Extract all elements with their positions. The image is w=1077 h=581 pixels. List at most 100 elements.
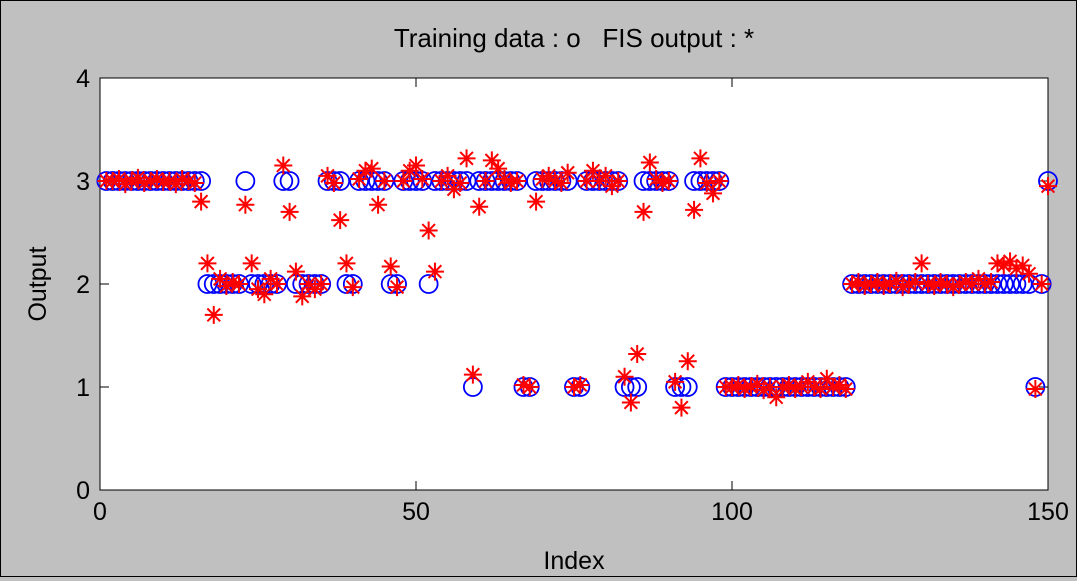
fis-output-point — [451, 174, 470, 193]
fis-output-point — [836, 380, 855, 399]
y-tick-label: 4 — [76, 65, 90, 93]
fis-output-point — [211, 269, 230, 288]
fis-output-point — [280, 202, 299, 221]
fis-output-point — [982, 272, 1001, 291]
fis-output-point — [950, 275, 969, 293]
fis-output-point — [230, 275, 249, 293]
fis-output-point — [331, 211, 350, 230]
fis-output-point — [381, 257, 400, 276]
fis-output-point — [520, 378, 539, 396]
fis-output-point — [767, 388, 786, 407]
fis-output-point — [141, 172, 160, 190]
fis-output-point — [1001, 252, 1020, 271]
fis-output-point — [356, 161, 375, 180]
fis-output-point — [899, 275, 918, 293]
fis-output-point — [204, 305, 223, 324]
fis-output-point — [236, 195, 255, 214]
fis-output-point — [1026, 380, 1045, 399]
fis-output-point — [312, 275, 331, 293]
fis-output-point — [514, 375, 533, 394]
y-tick-label: 2 — [76, 271, 90, 299]
fis-output-point — [489, 159, 508, 178]
fis-output-point — [988, 254, 1007, 273]
fis-output-point — [1007, 259, 1026, 278]
fis-output-point — [407, 156, 425, 175]
fis-output-point — [874, 277, 893, 296]
fis-output-point — [773, 378, 792, 396]
fis-output-point — [609, 172, 628, 190]
y-tick-label: 3 — [76, 168, 90, 196]
fis-output-point — [647, 169, 666, 188]
fis-output-point — [318, 166, 337, 185]
fis-output-point — [678, 352, 697, 371]
fis-output-point — [476, 172, 495, 190]
fis-output-point — [369, 195, 388, 214]
fis-output-point — [893, 278, 912, 297]
training-data-point — [684, 171, 704, 191]
fis-output-point — [691, 149, 710, 168]
fis-output-point — [565, 378, 583, 396]
fis-output-point — [1032, 275, 1051, 293]
fis-output-point — [223, 272, 242, 291]
fis-output-point — [286, 262, 305, 281]
fis-output-point — [937, 275, 956, 293]
fis-output-point — [849, 272, 868, 291]
fis-output-point — [179, 172, 198, 190]
fis-output-point — [1013, 256, 1032, 275]
fis-output-point — [906, 272, 925, 291]
y-tick-label: 0 — [76, 477, 90, 505]
fis-output-point — [621, 393, 640, 412]
training-data-point — [671, 377, 692, 397]
training-data-point — [235, 171, 256, 191]
fis-output-point — [824, 378, 843, 396]
fis-output-point — [735, 380, 754, 399]
fis-output-point — [154, 173, 173, 192]
fis-output-point — [628, 345, 647, 364]
fis-output-point — [388, 278, 407, 297]
fis-output-point — [931, 272, 950, 291]
x-tick-label: 0 — [93, 498, 107, 526]
fis-output-point — [425, 262, 444, 281]
fis-output-point — [975, 275, 994, 293]
fis-output-point — [413, 169, 432, 188]
fis-output-point — [577, 172, 596, 190]
y-tick-label: 1 — [76, 374, 90, 402]
fis-output-point — [817, 369, 836, 388]
fis-output-point — [697, 174, 716, 193]
chart-title: Training data : o FIS output : * — [394, 23, 754, 53]
fis-output-point — [274, 156, 293, 175]
fis-output-point — [533, 169, 552, 188]
fis-output-series — [97, 149, 1057, 417]
fis-output-point — [741, 378, 760, 396]
fis-output-point — [710, 172, 729, 190]
fis-output-point — [634, 202, 653, 221]
fis-output-point — [653, 174, 672, 193]
fis-output-point — [615, 367, 634, 386]
fis-output-point — [1020, 264, 1039, 283]
fis-output-point — [558, 163, 577, 182]
fis-output-point — [1039, 177, 1057, 196]
fis-output-point — [173, 169, 192, 188]
fis-output-point — [267, 275, 286, 293]
fis-output-point — [343, 278, 362, 297]
fis-output-point — [571, 375, 590, 394]
fis-output-point — [198, 254, 217, 273]
fis-output-point — [786, 380, 805, 399]
training-data-point — [677, 377, 698, 397]
fis-output-point — [103, 172, 122, 190]
fis-output-point — [830, 375, 849, 394]
fis-output-point — [956, 272, 975, 291]
fis-output-point — [160, 172, 179, 190]
fis-output-point — [729, 375, 748, 394]
fis-output-point — [527, 192, 546, 211]
fis-output-point — [912, 254, 931, 273]
fis-output-point — [217, 277, 236, 296]
fis-output-point — [324, 174, 343, 193]
fis-output-point — [192, 192, 211, 211]
fis-output-point — [925, 277, 944, 296]
fis-output-point — [116, 175, 135, 194]
fis-output-point — [944, 278, 963, 297]
fis-output-point — [394, 172, 413, 190]
